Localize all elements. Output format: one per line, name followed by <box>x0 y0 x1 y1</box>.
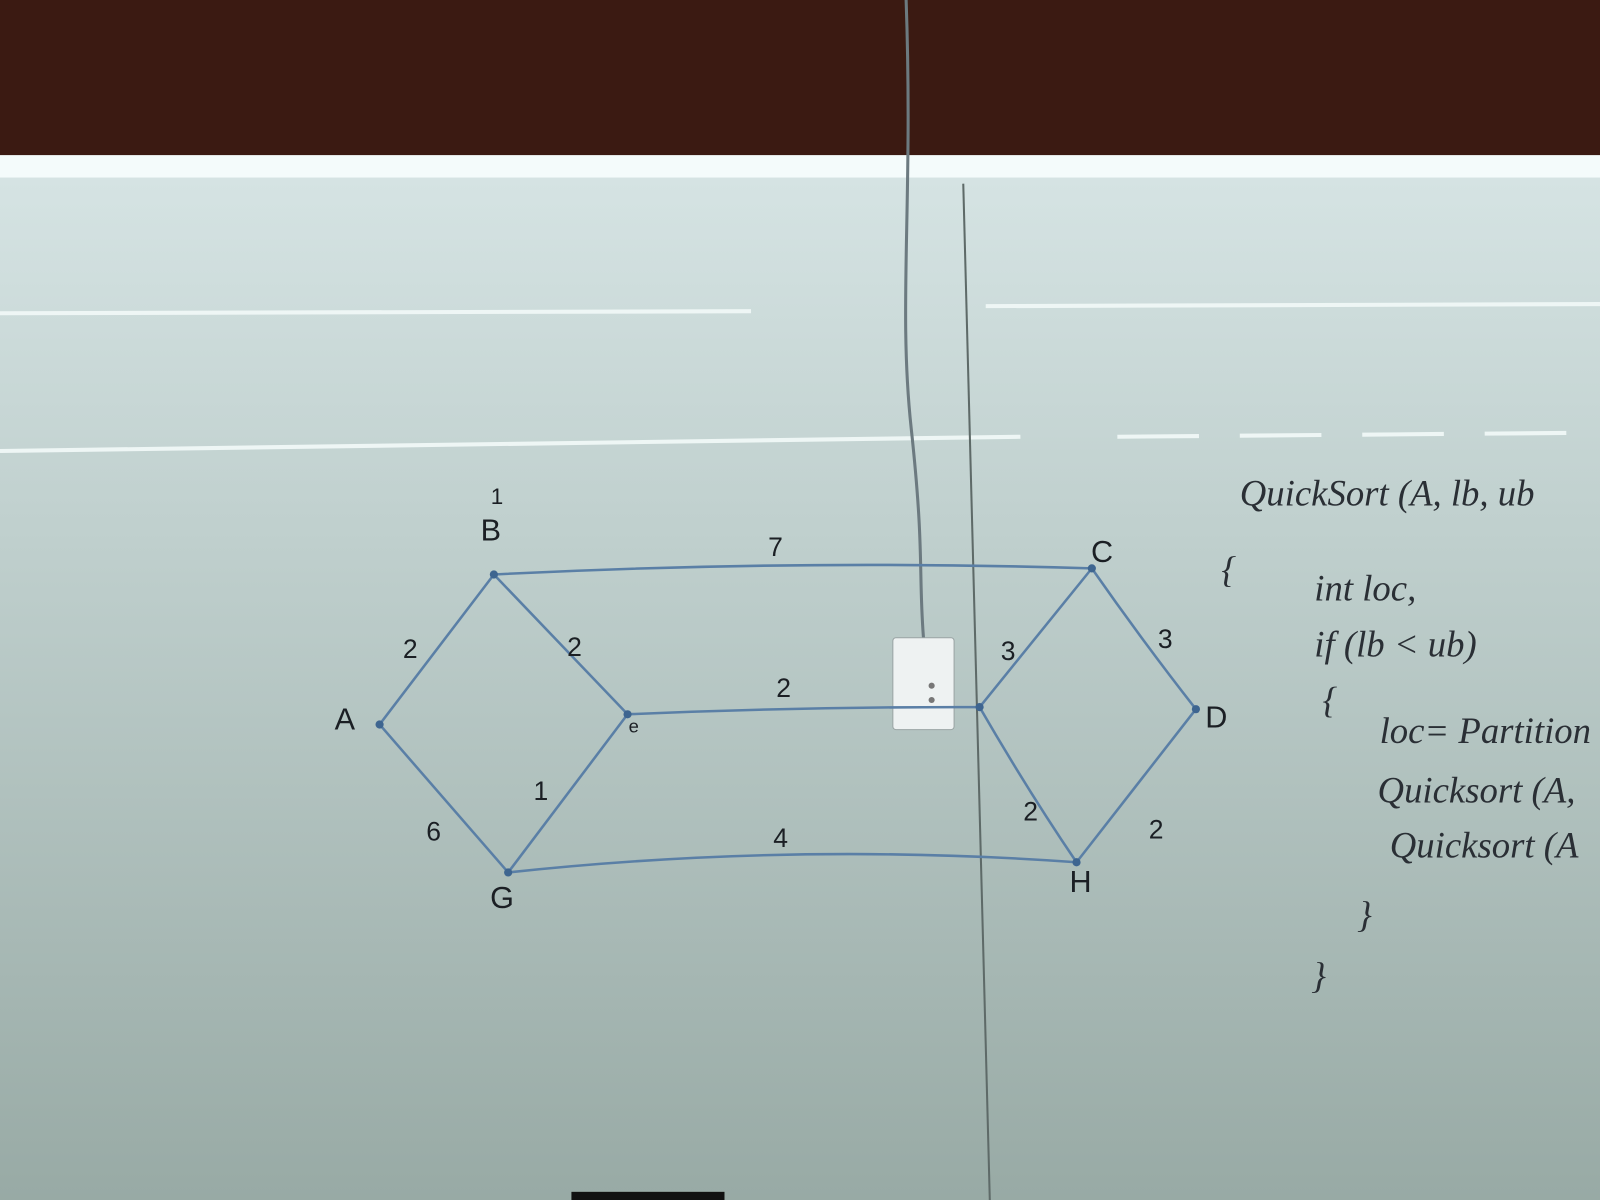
edge <box>492 573 629 716</box>
edge <box>507 713 629 874</box>
edge <box>508 852 1077 874</box>
edge <box>493 563 1092 576</box>
edge <box>378 723 510 874</box>
edge-weight: 2 <box>567 632 582 662</box>
code-line: loc= Partition <box>1380 710 1591 751</box>
node <box>375 720 384 729</box>
edge <box>378 573 495 726</box>
edge-weight: 4 <box>773 823 788 853</box>
node-label: D <box>1205 700 1227 734</box>
edge-weight: 2 <box>403 634 418 664</box>
edge <box>1090 567 1197 710</box>
code: QuickSort (A, lb, ub{int loc,if (lb < ub… <box>1221 472 1591 996</box>
code-line: Quicksort (A, <box>1378 769 1576 810</box>
edge <box>1075 708 1197 864</box>
board-seam <box>962 183 991 1200</box>
annotation: e <box>629 715 639 736</box>
board-line <box>0 434 1021 454</box>
code-line: QuickSort (A, lb, ub <box>1240 472 1535 513</box>
node <box>1191 705 1200 714</box>
wall <box>0 0 1600 164</box>
node <box>504 868 513 877</box>
node-label: C <box>1091 535 1113 569</box>
sensor-dot <box>928 682 935 689</box>
edge-weight: 3 <box>1158 624 1173 654</box>
node <box>623 710 632 719</box>
cable <box>904 0 925 638</box>
node-label: G <box>490 881 514 915</box>
node <box>975 703 984 712</box>
code-line: } <box>1357 894 1372 935</box>
annotation: 1 <box>491 484 503 509</box>
code-line: Quicksort (A <box>1390 824 1579 865</box>
edge-weight: 3 <box>1001 636 1016 666</box>
node <box>1072 858 1081 867</box>
code-line: } <box>1311 955 1326 996</box>
code-line: if (lb < ub) <box>1314 623 1476 664</box>
edge-weight: 2 <box>776 673 791 703</box>
edge-weight: 6 <box>426 817 441 847</box>
code-line: { <box>1322 680 1337 721</box>
code-line: int loc, <box>1314 567 1416 608</box>
node <box>1087 564 1096 573</box>
edge-weight: 7 <box>768 532 783 562</box>
graph: 7 2 2 2 3 3 6 1 4 2 2 A B C D G H 1 e <box>335 484 1228 915</box>
node-label: H <box>1070 865 1092 899</box>
edge-weight: 2 <box>1149 815 1164 845</box>
board-line <box>0 309 752 316</box>
light-strip <box>0 155 1600 178</box>
edge-weight: 2 <box>1023 796 1038 826</box>
board-line <box>1117 430 1600 439</box>
node-label: B <box>481 514 501 548</box>
sensor-dot <box>928 696 935 704</box>
node <box>489 570 498 579</box>
board <box>0 163 1600 1200</box>
sensor-box <box>892 637 955 731</box>
edge-weight: 1 <box>533 776 548 806</box>
edge <box>978 706 1078 863</box>
code-line: { <box>1221 549 1236 590</box>
board-line <box>985 302 1600 309</box>
edge <box>978 567 1093 708</box>
shadow <box>571 1191 725 1200</box>
node-label: A <box>335 703 356 737</box>
edge <box>627 705 980 716</box>
